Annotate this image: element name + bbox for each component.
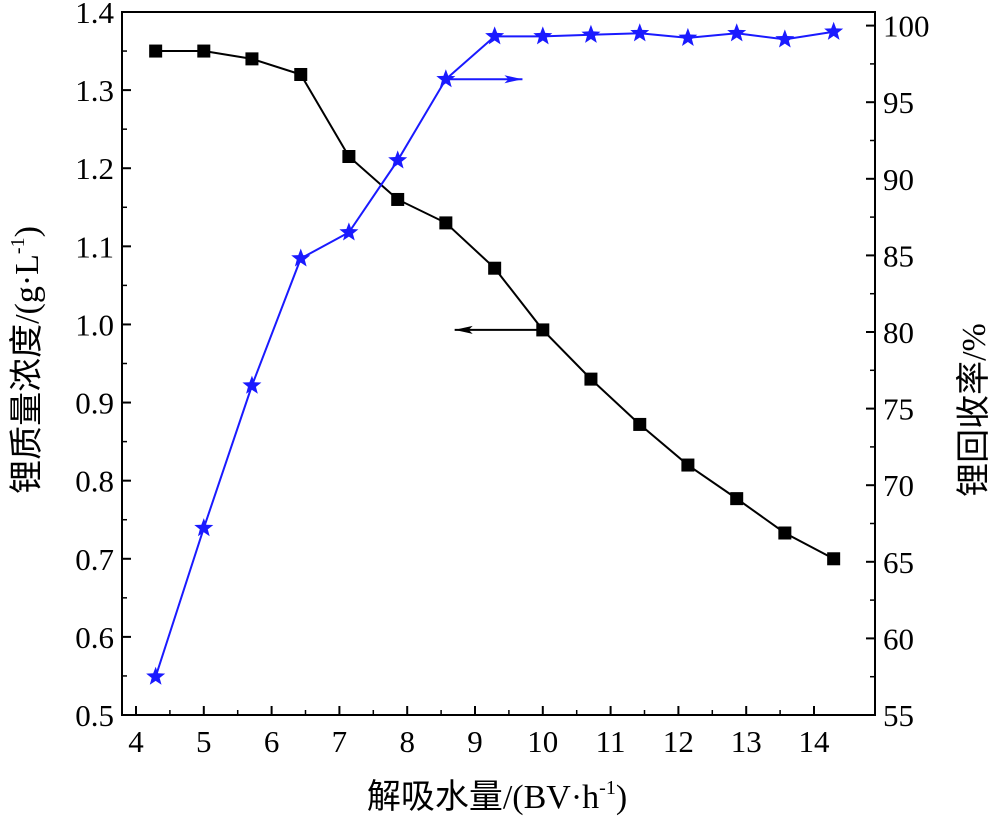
series-0-point: [778, 526, 792, 540]
y-left-tick-label: 1.2: [75, 151, 114, 186]
y-right-tick-label: 90: [883, 162, 914, 197]
y-right-tick-label: 100: [883, 9, 930, 44]
y-left-tick-labels: 0.5 0.6 0.7 0.8 0.9 1.0 1.1 1.2 1.3 1.4: [75, 0, 114, 733]
series-0-line: [155, 50, 835, 560]
y-left-tick-label: 0.8: [75, 464, 114, 499]
series-1-point: [678, 27, 698, 46]
plot-border: [121, 11, 876, 716]
series-1-point: [824, 21, 844, 40]
series-1-point: [775, 29, 795, 48]
series-0-point: [197, 44, 211, 58]
y-right-tick-labels: 55 60 65 70 75 80 85 90 95 100: [883, 9, 930, 733]
series-1-point: [194, 518, 214, 537]
series-0-point: [681, 458, 695, 472]
y-left-tick-label: 1.0: [75, 307, 114, 342]
y-right-tick-label: 60: [883, 621, 914, 656]
x-tick-label: 12: [663, 724, 694, 759]
series-0-point: [342, 150, 356, 164]
series-lines: [154, 30, 835, 678]
y-left-tick-label: 1.4: [75, 0, 114, 30]
x-tick-label: 10: [527, 724, 558, 759]
series-1-point: [630, 23, 650, 42]
y-left-tick-label: 1.3: [75, 73, 114, 108]
x-tick-label: 13: [731, 724, 762, 759]
annotation-arrows: [445, 75, 543, 334]
series-0-point: [633, 417, 647, 431]
y-left-tick-label: 0.9: [75, 386, 114, 421]
y-right-axis-title: 锂回收率/%: [955, 323, 993, 497]
y-left-tick-label: 0.6: [75, 620, 114, 655]
x-tick-label: 5: [196, 724, 212, 759]
x-tick-label: 7: [332, 724, 348, 759]
series-1-point: [533, 26, 553, 45]
y-left-axis-title: 锂质量浓度/(g·L-1): [7, 226, 46, 494]
series-0-point: [149, 44, 163, 58]
y-right-tick-label: 70: [883, 468, 914, 503]
x-tick-label: 6: [264, 724, 280, 759]
y-right-tick-label: 80: [883, 315, 914, 350]
y-left-tick-label: 1.1: [75, 229, 114, 264]
y-right-tick-label: 85: [883, 238, 914, 273]
y-left-tick-label: 0.5: [75, 698, 114, 733]
x-tick-labels: 4 5 6 7 8 9 10 11 12 13 14: [128, 724, 830, 759]
y-right-tick-label: 55: [883, 698, 914, 733]
series-1-point: [485, 26, 505, 45]
annotation-arrow-head: [454, 325, 473, 334]
annotation-arrow-head: [504, 75, 523, 84]
x-tick-label: 4: [128, 724, 144, 759]
series-0-point: [245, 52, 259, 66]
x-tick-label: 9: [467, 724, 483, 759]
series-0-point: [584, 372, 598, 386]
x-tick-label: 14: [799, 724, 831, 759]
series-1-point: [146, 666, 166, 685]
series-1-point: [242, 375, 262, 394]
series-0-point: [294, 67, 308, 81]
y-right-tick-label: 75: [883, 392, 914, 427]
series-0-point: [730, 492, 744, 506]
series-1-line: [154, 30, 834, 678]
series-1-point: [291, 248, 311, 267]
series-markers: [146, 21, 844, 685]
series-0-point: [827, 552, 841, 566]
y-left-tick-label: 0.7: [75, 542, 114, 577]
x-tick-label: 8: [399, 724, 415, 759]
series-1-point: [339, 222, 359, 241]
series-1-point: [581, 24, 601, 43]
series-0-point: [488, 261, 502, 275]
plot-frame: [121, 11, 876, 716]
x-axis-title: 解吸水量/(BV·h-1): [367, 777, 627, 816]
series-0-point: [391, 192, 405, 206]
y-right-tick-label: 65: [883, 545, 914, 580]
x-tick-label: 11: [596, 724, 626, 759]
series-1-point: [388, 150, 408, 169]
y-right-tick-label: 95: [883, 85, 914, 120]
tick-marks: [122, 11, 875, 716]
series-0-point: [439, 216, 453, 230]
series-1-point: [727, 23, 747, 42]
